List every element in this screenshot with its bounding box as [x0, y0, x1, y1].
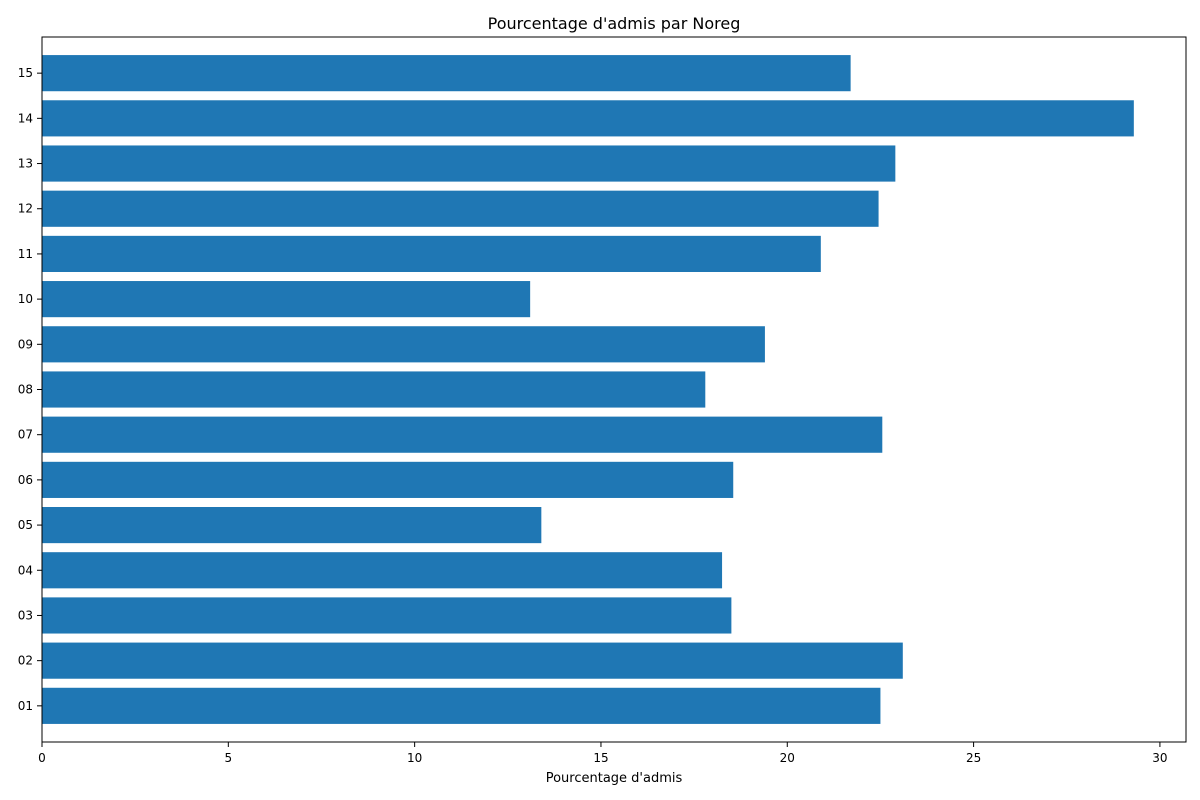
y-tick-label: 03 — [18, 608, 33, 622]
bar-02 — [42, 642, 903, 679]
y-tick-label: 08 — [18, 383, 33, 397]
bar-05 — [42, 507, 542, 544]
y-tick-label: 05 — [18, 518, 33, 532]
y-tick-label: 01 — [18, 699, 33, 713]
x-tick-label: 10 — [407, 751, 422, 765]
x-tick-label: 15 — [593, 751, 608, 765]
x-tick-label: 5 — [224, 751, 232, 765]
bar-13 — [42, 145, 896, 182]
y-tick-label: 02 — [18, 654, 33, 668]
bars-group — [42, 55, 1134, 724]
y-tick-label: 07 — [18, 428, 33, 442]
y-tick-label: 06 — [18, 473, 33, 487]
y-tick-label: 13 — [18, 157, 33, 171]
y-tick-label: 04 — [18, 563, 33, 577]
x-tick-label: 0 — [38, 751, 46, 765]
y-tick-label: 10 — [18, 292, 33, 306]
y-tick-label: 11 — [18, 247, 33, 261]
bar-06 — [42, 461, 734, 498]
bar-10 — [42, 281, 531, 318]
bar-09 — [42, 326, 765, 363]
y-tick-label: 12 — [18, 202, 33, 216]
bar-08 — [42, 371, 706, 408]
x-tick-label: 20 — [780, 751, 795, 765]
y-tick-label: 14 — [18, 111, 33, 125]
bar-01 — [42, 687, 881, 724]
y-tick-label: 15 — [18, 66, 33, 80]
bar-14 — [42, 100, 1134, 137]
bar-11 — [42, 235, 821, 272]
x-tick-label: 25 — [966, 751, 981, 765]
x-axis-ticks: 0 5 10 15 20 25 30 — [38, 742, 1168, 765]
y-axis-ticks: 01 02 03 04 05 06 07 08 09 10 11 12 13 14 15 — [18, 66, 42, 713]
x-tick-label: 30 — [1152, 751, 1167, 765]
bar-15 — [42, 55, 851, 92]
chart-title: Pourcentage d'admis par Noreg — [488, 14, 741, 33]
bar-03 — [42, 597, 732, 634]
x-axis-label: Pourcentage d'admis — [546, 771, 683, 786]
bar-07 — [42, 416, 883, 453]
bar-12 — [42, 190, 879, 227]
bar-04 — [42, 552, 723, 589]
y-tick-label: 09 — [18, 337, 33, 351]
